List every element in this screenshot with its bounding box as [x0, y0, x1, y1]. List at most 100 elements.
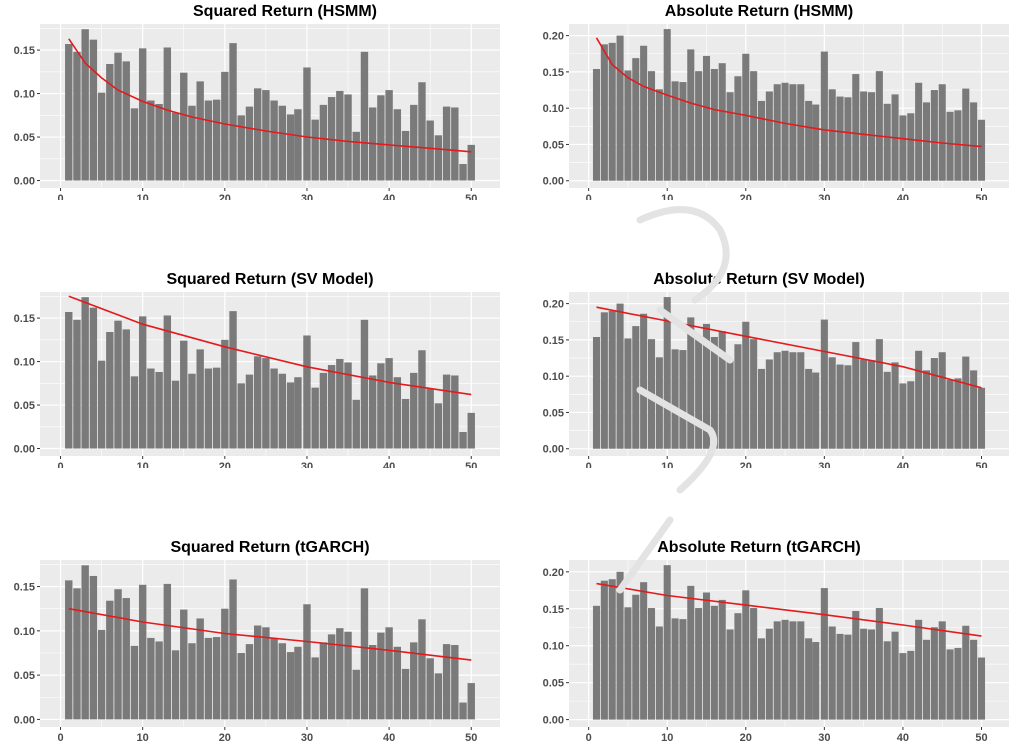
bar — [860, 91, 868, 181]
bar — [434, 135, 443, 181]
x-tick-label: 40 — [383, 461, 395, 468]
x-tick-label: 10 — [661, 461, 673, 468]
bar — [930, 627, 938, 720]
bar — [451, 375, 459, 449]
x-tick-label: 0 — [586, 461, 592, 468]
bar — [844, 97, 852, 181]
bar — [434, 403, 443, 449]
bar — [632, 58, 640, 181]
x-tick-label: 10 — [137, 193, 149, 200]
bar — [294, 646, 302, 720]
bar — [734, 344, 742, 449]
bar — [327, 634, 336, 720]
chart-panel-absolute-tgarch: Absolute Return (tGARCH) 0 10 20 30 40 50 0.00… — [509, 536, 1017, 746]
bar — [253, 356, 262, 449]
bar — [401, 398, 410, 449]
bar — [171, 112, 180, 181]
bar — [867, 629, 876, 720]
bar — [946, 649, 954, 720]
bar — [188, 643, 196, 720]
bar — [962, 625, 970, 720]
bar — [773, 621, 781, 720]
bar — [687, 585, 695, 720]
bar — [385, 358, 393, 449]
bar — [734, 613, 742, 720]
bar — [221, 339, 229, 449]
bar — [262, 90, 270, 181]
y-tick-label: 0.20 — [543, 31, 564, 43]
bar — [765, 359, 773, 449]
bar — [765, 628, 773, 720]
bar — [679, 619, 687, 720]
bar — [930, 90, 938, 181]
bar — [442, 106, 451, 181]
bar — [229, 311, 237, 449]
bar — [319, 104, 328, 181]
bar — [286, 114, 295, 181]
bar — [294, 109, 302, 181]
bar — [875, 71, 883, 181]
chart-panel-squared-sv: Squared Return (SV Model) 0 10 20 30 40 50 0.0… — [0, 268, 508, 473]
bar — [188, 373, 196, 449]
chart-title: Squared Return (HSMM) — [193, 3, 377, 20]
y-tick-label: 0.15 — [543, 335, 564, 347]
bar — [237, 383, 245, 449]
bar — [360, 588, 369, 720]
bar — [418, 82, 426, 181]
bar — [702, 323, 711, 449]
bar — [977, 119, 986, 181]
bar — [695, 339, 703, 449]
bar — [883, 641, 891, 720]
bar — [418, 350, 426, 449]
bar — [352, 669, 360, 720]
bar — [757, 100, 766, 181]
bar — [352, 399, 360, 449]
x-tick-label: 30 — [301, 732, 313, 744]
bar — [245, 644, 254, 720]
bar — [73, 588, 81, 720]
bar — [655, 89, 663, 181]
bar — [954, 378, 962, 449]
chart-plot: 0 10 20 30 40 50 0.00 0.05 0.10 0.15 0.20 — [543, 24, 1009, 205]
bar — [655, 357, 663, 449]
bar — [805, 368, 813, 449]
bar — [710, 605, 718, 720]
bar — [750, 339, 758, 449]
bar — [812, 642, 820, 720]
bar — [155, 372, 163, 449]
bar — [671, 618, 679, 720]
bar — [270, 368, 278, 449]
bar — [97, 360, 106, 449]
bar — [820, 588, 828, 720]
bar — [773, 352, 781, 449]
bar — [286, 652, 295, 720]
bar — [750, 608, 758, 720]
bar — [89, 575, 98, 720]
bar — [163, 47, 172, 181]
bar — [73, 51, 81, 181]
bar — [640, 45, 648, 181]
bar — [270, 637, 278, 720]
y-tick-label: 0.20 — [543, 567, 564, 579]
bar — [977, 387, 986, 449]
bar — [81, 565, 89, 720]
bar — [410, 104, 418, 181]
bar — [155, 641, 163, 720]
bar — [781, 619, 789, 720]
bar — [860, 359, 868, 449]
bar — [221, 608, 229, 720]
bar — [820, 319, 828, 449]
bar — [907, 381, 915, 449]
bar — [278, 373, 287, 449]
bar — [360, 319, 369, 449]
bar — [695, 71, 703, 181]
bar — [938, 621, 946, 720]
bar — [608, 310, 616, 449]
bar — [114, 320, 122, 449]
x-tick-label: 20 — [740, 461, 752, 468]
chart-panel-squared-tgarch: Squared Return (tGARCH) 0 10 20 30 40 50 0.00 0… — [0, 536, 508, 746]
x-tick-label: 10 — [137, 461, 149, 468]
bar — [212, 367, 221, 449]
bar — [726, 92, 734, 181]
